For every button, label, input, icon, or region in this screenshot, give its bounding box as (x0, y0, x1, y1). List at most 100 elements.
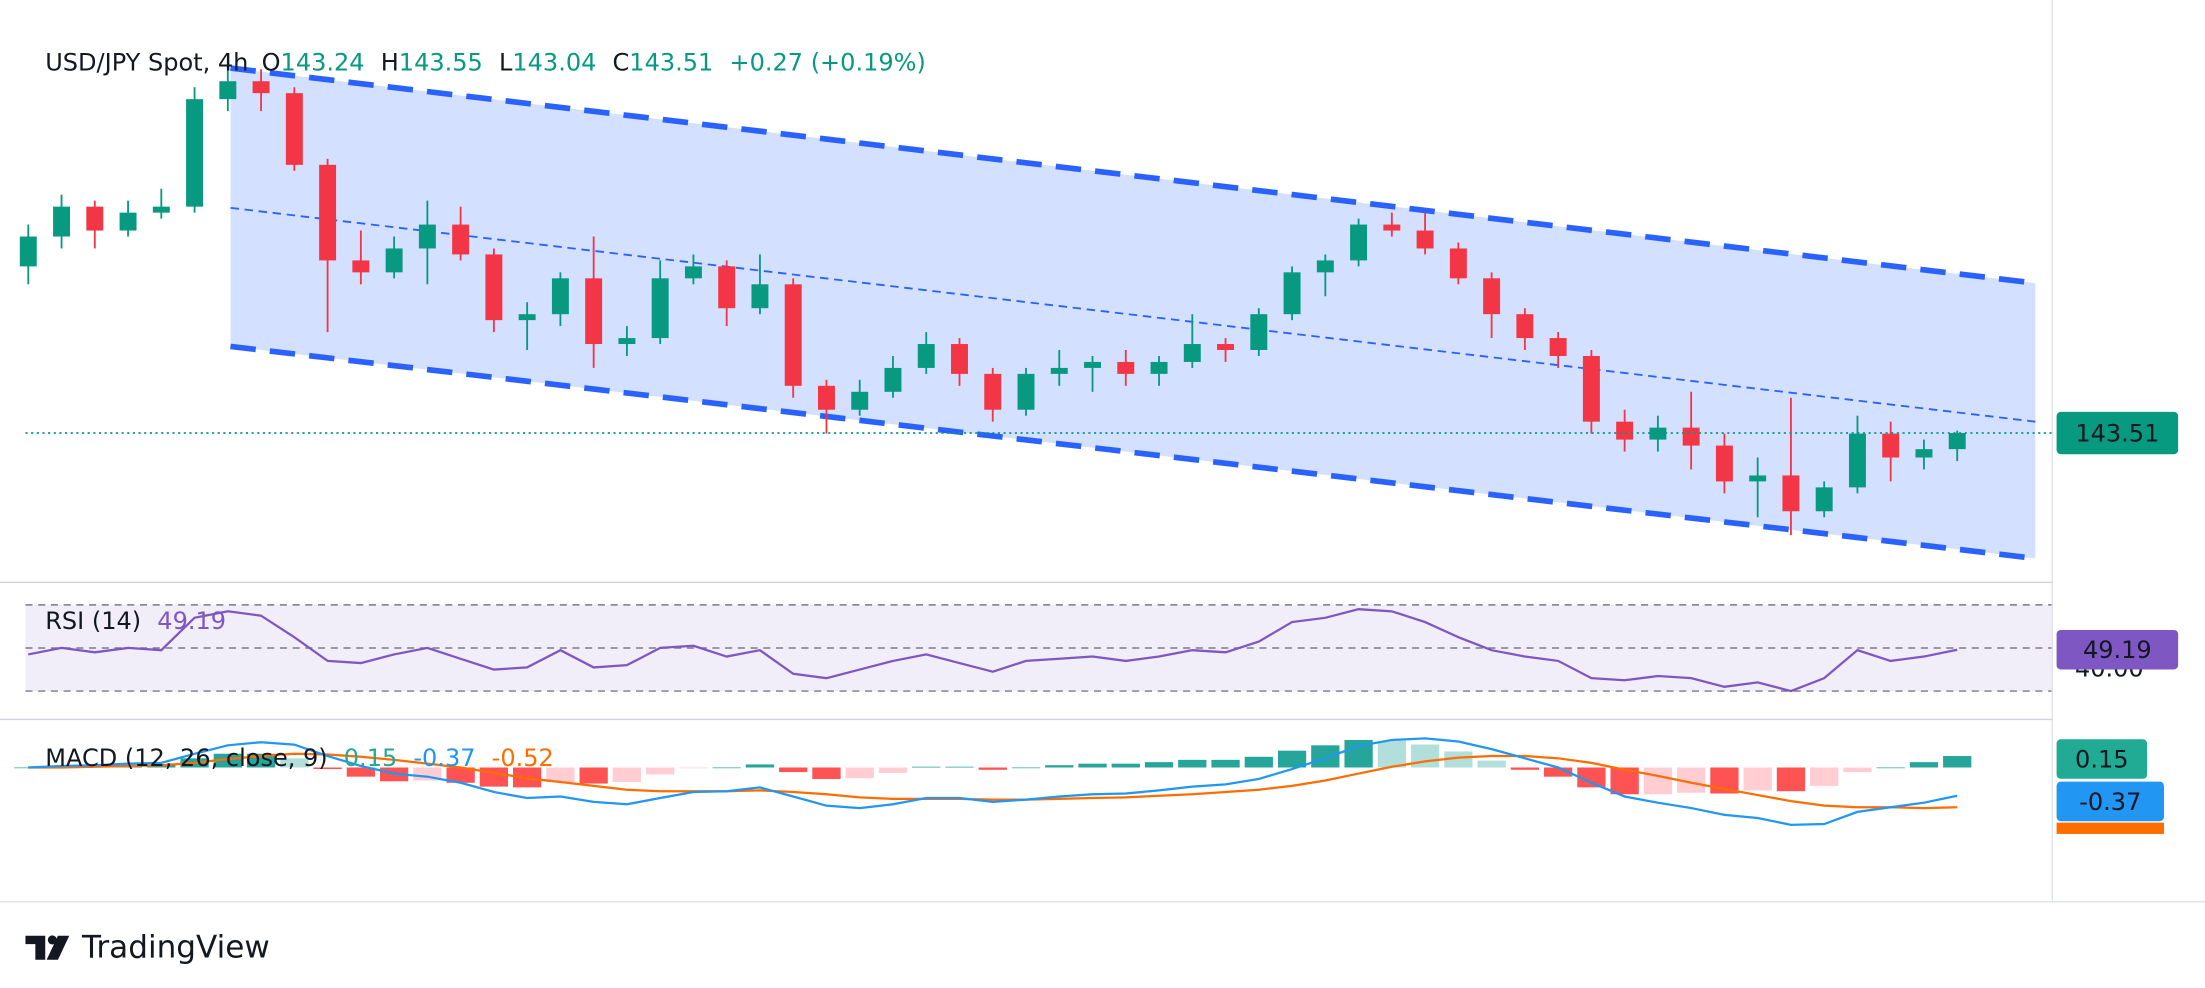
histogram-bar (612, 767, 642, 783)
symbol-title: USD/JPY Spot, 4h (45, 49, 248, 77)
candle-body (1183, 344, 1201, 362)
candle-body (884, 367, 902, 392)
brand-logo (25, 935, 70, 960)
histogram-bar (779, 767, 808, 773)
histogram-bar (679, 767, 708, 769)
candle-body (1416, 230, 1434, 249)
channel-lower-line (230, 343, 2036, 562)
histogram-bar (213, 753, 242, 768)
rsi-title: RSI (14) (45, 607, 141, 635)
candle-body (784, 284, 802, 386)
ohlc-prefix: H (381, 49, 399, 77)
histogram-bar (280, 758, 309, 768)
change-label: +0.27 (+0.19%) (729, 49, 925, 77)
histogram-bar (1577, 767, 1606, 788)
candle-body (984, 373, 1002, 410)
candle-body (951, 344, 968, 374)
histogram-value-box (2056, 739, 2148, 779)
histogram-bar (1810, 767, 1839, 786)
candle-body (186, 99, 204, 207)
candle-body (418, 224, 436, 249)
candle-body (252, 81, 270, 94)
histogram-bar (1444, 751, 1473, 768)
histogram-bar (1078, 763, 1107, 768)
candle-body (851, 391, 869, 410)
macd-line (28, 737, 1958, 827)
candle-body (1915, 449, 1933, 458)
histogram-bar (1277, 750, 1307, 768)
histogram-bar (1776, 767, 1806, 792)
candle-body (1882, 433, 1900, 458)
histogram-bar (1909, 762, 1939, 768)
candle-body (1516, 314, 1534, 339)
rsi-value: 49.19 (157, 607, 226, 635)
histogram-bar (1843, 767, 1872, 773)
histogram-bar (1943, 756, 1972, 768)
candle-body (1117, 361, 1135, 374)
histogram-bar (1876, 767, 1905, 769)
last-price-box (2056, 411, 2179, 455)
price-legend: USD/JPY Spot, 4h O143.24 H143.55 L143.04… (45, 49, 926, 77)
candle-body (585, 278, 603, 345)
last-price-label: 143.51 (2075, 419, 2159, 447)
candle-body (1084, 361, 1102, 368)
candle-body (1848, 433, 1866, 488)
candle-body (1250, 314, 1268, 351)
axis-layer: 143.5140.0049.190.15-0.37 (2056, 411, 2179, 834)
histogram-bar (1111, 763, 1140, 768)
histogram-bar (912, 766, 941, 768)
low-value: 143.04 (512, 49, 596, 77)
close-value: 143.51 (629, 49, 713, 77)
candle-body (53, 206, 71, 237)
histogram-bar (1377, 740, 1406, 768)
open-value: 143.24 (281, 49, 365, 77)
histogram-bar (1510, 767, 1540, 770)
rsi-legend: RSI (14) 49.19 (45, 607, 226, 635)
candle-body (551, 278, 569, 315)
channel-middle-line (230, 206, 2036, 423)
histogram-bar (1144, 762, 1174, 768)
histogram-bar (945, 766, 974, 768)
candle-body (1483, 278, 1501, 315)
candle-body (751, 284, 769, 309)
candle-body (285, 93, 303, 165)
candle-body (219, 81, 237, 100)
candle-body (1948, 433, 1966, 450)
macd-value-box (2056, 781, 2164, 822)
candle-body (651, 278, 669, 339)
rsi-value-label: 49.19 (2083, 636, 2152, 664)
plot-layer (14, 57, 2053, 827)
candle-body (1350, 224, 1368, 261)
candle-body (684, 266, 702, 279)
candle-body (1383, 224, 1401, 231)
candle-body (1749, 475, 1767, 482)
histogram-bar (346, 767, 375, 777)
candle-body (352, 260, 370, 273)
candle-body (1217, 344, 1235, 351)
candle-body (1050, 367, 1068, 374)
candle-body (917, 344, 935, 368)
candle-body (1715, 445, 1733, 482)
macd-value: -0.37 (413, 744, 475, 772)
histogram-value: 0.15 (344, 744, 397, 772)
histogram-bar (1543, 767, 1573, 777)
histogram-bar (546, 767, 575, 783)
histogram-bar (845, 767, 874, 779)
candle-body (1682, 427, 1700, 446)
candle-body (119, 212, 137, 231)
histogram-bar (1477, 760, 1506, 768)
histogram-bar (812, 767, 841, 779)
macd-legend: MACD (12, 26, close, 9) 0.15 -0.37 -0.52 (45, 744, 554, 772)
rsi-value-box (2056, 629, 2179, 670)
candle-body (1616, 421, 1634, 440)
histogram-bar (313, 767, 342, 770)
channel-upper-line (230, 65, 2036, 286)
candle-body (385, 248, 403, 273)
macd-title: MACD (12, 26, close, 9) (45, 744, 327, 772)
histogram-bar (1311, 745, 1340, 768)
candle-body (1283, 272, 1301, 315)
signal-value: -0.52 (492, 744, 554, 772)
high-value: 143.55 (399, 49, 483, 77)
